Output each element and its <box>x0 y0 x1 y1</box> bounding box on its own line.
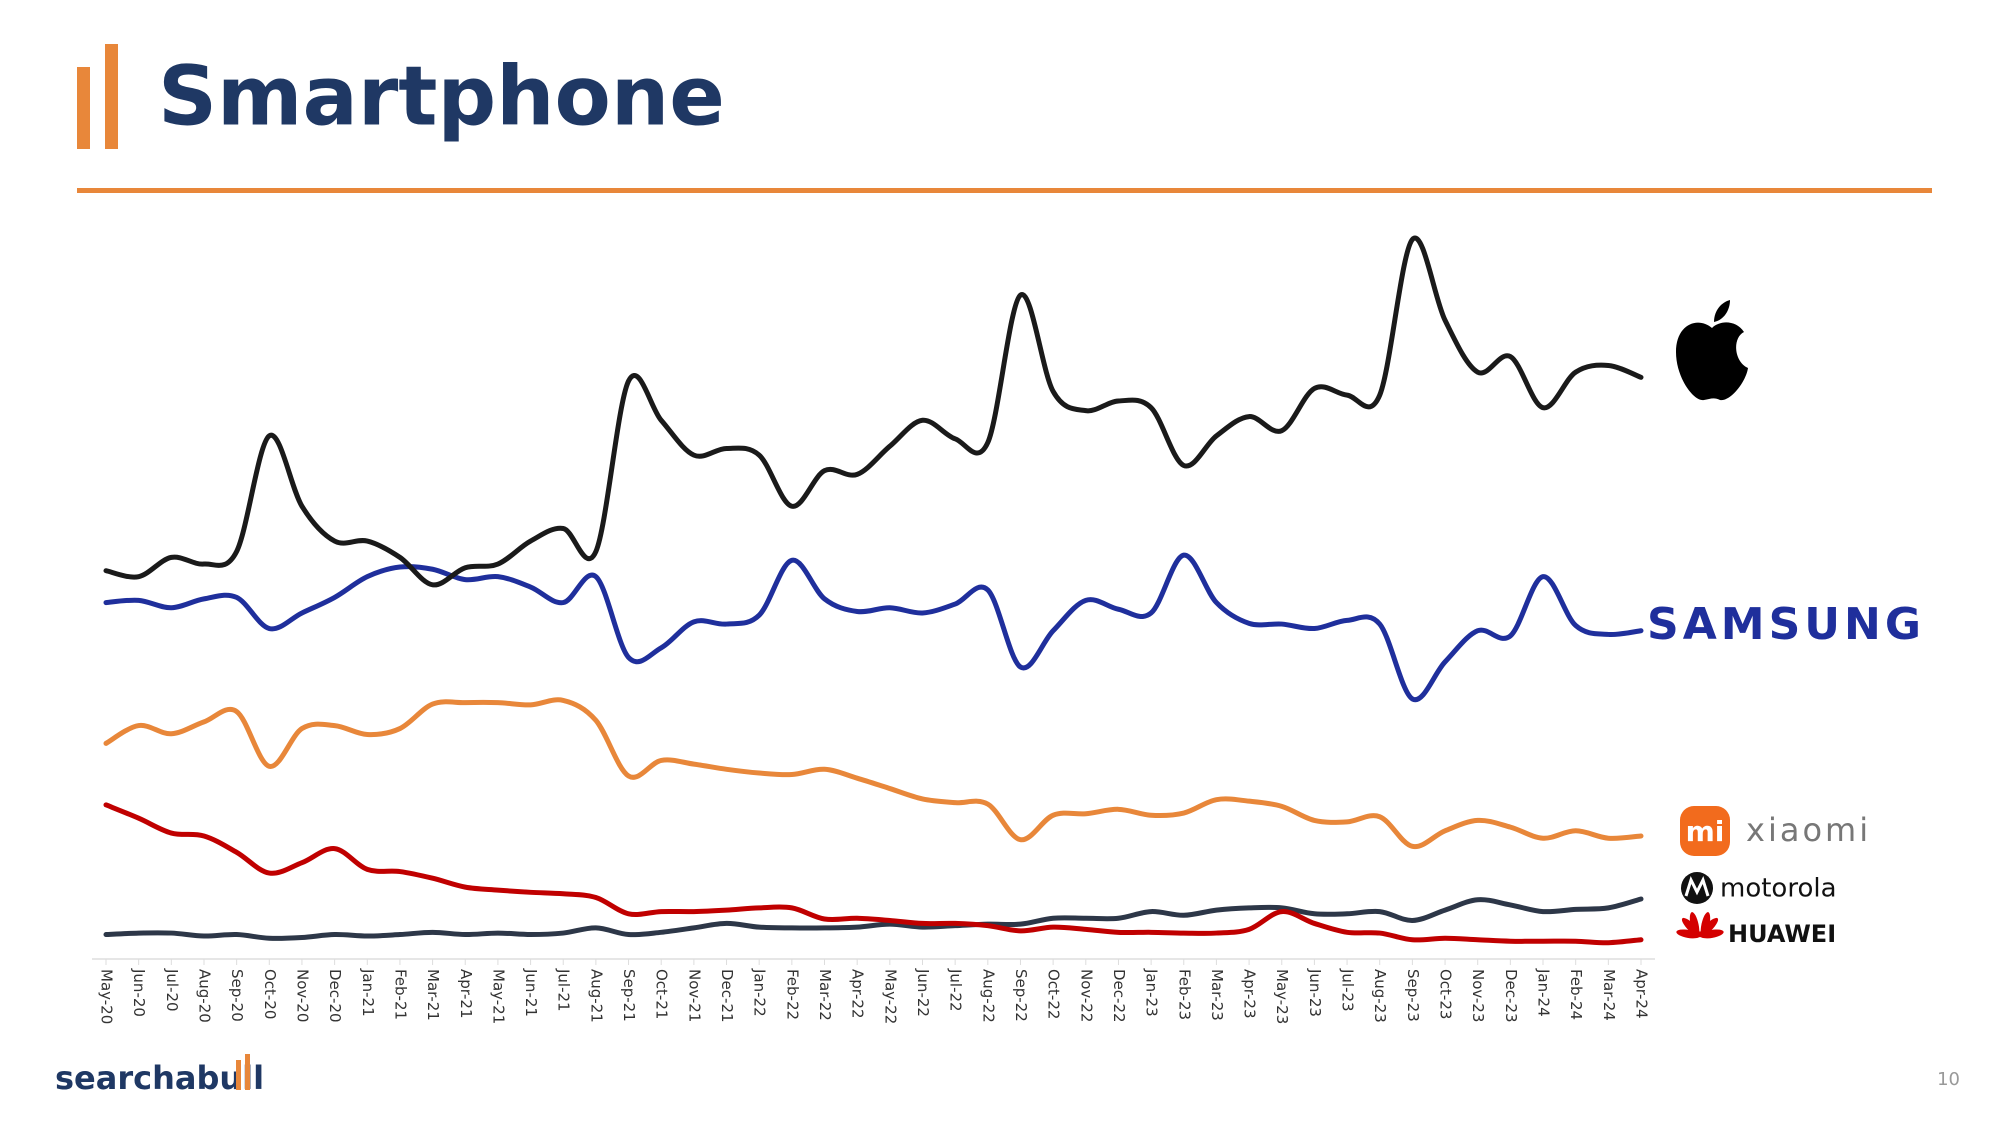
x-tick-label: Apr-23 <box>1241 969 1259 1019</box>
series-line <box>103 896 1644 941</box>
x-tick-label: Mar-22 <box>816 969 834 1021</box>
x-tick-label: Jul-21 <box>555 968 573 1012</box>
x-tick-label: Sep-23 <box>1404 969 1422 1022</box>
x-tick-label: Oct-20 <box>261 969 279 1019</box>
page-number: 10 <box>1937 1069 1960 1090</box>
x-tick-label: May-20 <box>98 969 116 1024</box>
x-tick-label: Jul-22 <box>947 968 965 1012</box>
legend-label: SAMSUNG <box>1647 599 1925 650</box>
legend-label: motorola <box>1720 874 1837 904</box>
x-tick-label: Jun-22 <box>914 968 932 1017</box>
brand-bar <box>236 1060 241 1090</box>
series-line <box>103 697 1644 850</box>
x-tick-label: May-23 <box>1273 969 1291 1024</box>
x-tick-label: Apr-21 <box>457 969 475 1019</box>
x-tick-label: Mar-24 <box>1600 969 1618 1021</box>
x-tick-label: May-21 <box>489 969 507 1024</box>
x-tick-label: Apr-24 <box>1633 969 1651 1019</box>
x-tick-label: Feb-21 <box>391 969 409 1020</box>
x-tick-label: Dec-22 <box>1110 969 1128 1023</box>
x-tick-label: Nov-23 <box>1469 969 1487 1022</box>
x-tick-label: Feb-24 <box>1567 969 1585 1020</box>
x-tick-label: Apr-22 <box>849 969 867 1019</box>
huawei-logo <box>1676 912 1724 939</box>
x-tick-label: Feb-23 <box>1175 969 1193 1020</box>
x-tick-label: Sep-22 <box>1012 969 1030 1022</box>
motorola-logo <box>1684 876 1710 897</box>
chart: May-20 Jun-20 Jul-20 Aug-20 Sep-20 Oct-20 Nov-… <box>92 235 1655 1024</box>
series-line <box>103 235 1644 588</box>
title: Smartphone <box>158 49 725 144</box>
footer-brand: searchabull <box>55 1059 264 1097</box>
brand-bar <box>245 1054 250 1090</box>
x-tick-label: May-22 <box>881 969 899 1024</box>
x-tick-label: Nov-22 <box>1077 969 1095 1022</box>
x-tick-label: Jan-23 <box>1143 968 1161 1017</box>
x-tick-label: Oct-21 <box>653 969 671 1019</box>
x-tick-label: Jan-24 <box>1535 968 1553 1017</box>
x-tick-label: Jan-22 <box>751 968 769 1017</box>
x-tick-label: Nov-21 <box>685 969 703 1022</box>
x-tick-label: Jul-23 <box>1339 968 1357 1012</box>
x-tick-label: Sep-21 <box>620 969 638 1022</box>
apple-logo <box>1676 300 1748 401</box>
legend-label: xiaomi <box>1746 811 1871 849</box>
x-tick-label: Jun-23 <box>1306 968 1324 1017</box>
x-tick-label: Jul-20 <box>163 968 181 1012</box>
x-tick-label: Dec-21 <box>718 969 736 1023</box>
x-tick-label: Oct-22 <box>1045 969 1063 1019</box>
x-tick-label: Mar-23 <box>1208 969 1226 1021</box>
x-tick-label: Aug-21 <box>587 969 605 1023</box>
x-tick-label: Aug-20 <box>195 969 213 1023</box>
x-tick-label: Dec-20 <box>326 969 344 1023</box>
x-tick-label: Jan-21 <box>359 968 377 1017</box>
x-tick-label: Sep-20 <box>228 969 246 1022</box>
title-rule <box>77 188 1932 193</box>
x-tick-label: Jun-20 <box>130 968 148 1017</box>
legend-label: HUAWEI <box>1728 920 1836 948</box>
x-tick-label: Aug-22 <box>979 969 997 1023</box>
x-tick-label: Jun-21 <box>522 968 540 1017</box>
title-bar <box>105 44 118 149</box>
x-tick-label: Aug-23 <box>1371 969 1389 1023</box>
title-bar <box>77 67 90 149</box>
x-tick-label: Nov-20 <box>293 969 311 1022</box>
xiaomi-badge <box>1680 806 1730 856</box>
legend-badge: mi <box>1686 815 1725 848</box>
series-line <box>103 552 1644 703</box>
x-tick-label: Feb-22 <box>783 969 801 1020</box>
series-line <box>103 802 1644 946</box>
x-tick-label: Dec-23 <box>1502 969 1520 1023</box>
x-tick-label: Mar-21 <box>424 969 442 1021</box>
x-tick-label: Oct-23 <box>1437 969 1455 1019</box>
motorola-logo <box>1681 872 1713 904</box>
